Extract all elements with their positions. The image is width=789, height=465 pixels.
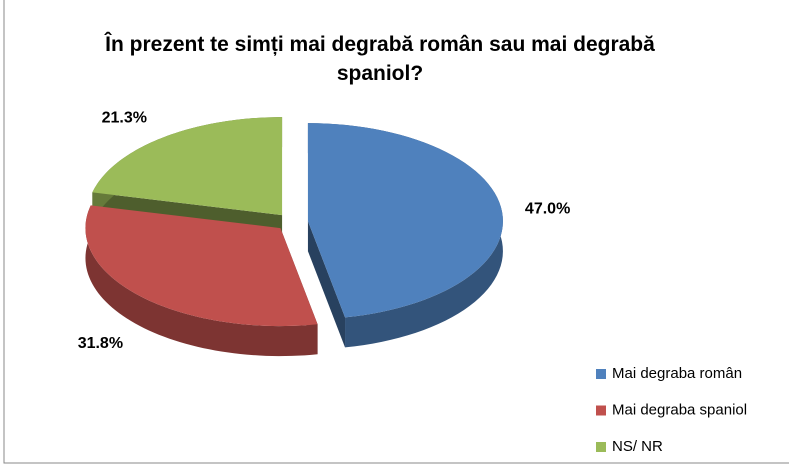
legend-swatch bbox=[596, 369, 606, 379]
legend-label: Mai degraba român bbox=[612, 365, 742, 382]
chart-title: În prezent te simți mai degrabă român sa… bbox=[105, 33, 655, 85]
slice bbox=[92, 117, 283, 216]
slice bbox=[307, 123, 503, 318]
slice-side bbox=[85, 205, 318, 357]
chart-border bbox=[3, 0, 789, 464]
value-label: 31.8% bbox=[78, 335, 123, 352]
slice bbox=[85, 205, 318, 327]
value-label: 47.0% bbox=[525, 201, 570, 218]
value-label: 21.3% bbox=[102, 109, 147, 126]
slice-cut-face bbox=[307, 221, 346, 348]
legend-label: Mai degraba spaniol bbox=[612, 401, 747, 418]
legend-swatch bbox=[596, 405, 606, 416]
legend-label: NS/ NR bbox=[612, 438, 663, 455]
legend-swatch bbox=[596, 442, 606, 452]
